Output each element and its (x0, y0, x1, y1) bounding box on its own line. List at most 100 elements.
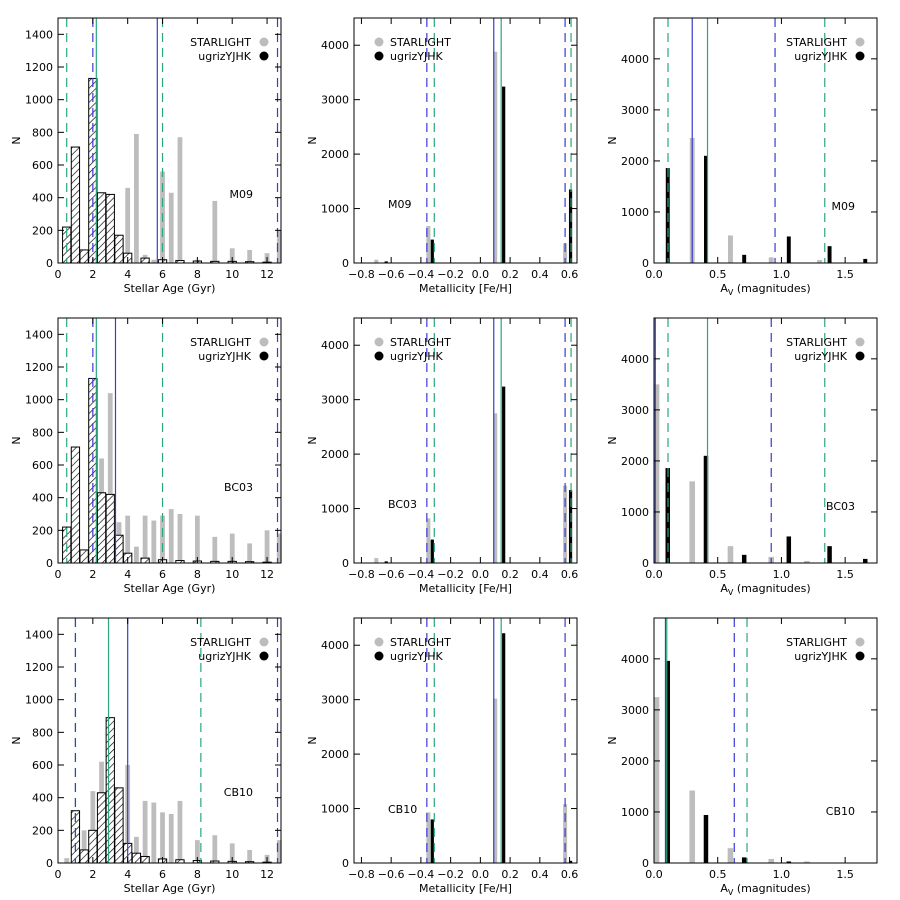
ugrizyjhk-bar (430, 539, 434, 563)
starlight-bar (689, 481, 696, 563)
starlight-bar (276, 840, 282, 863)
y-tick-label: 0 (642, 257, 649, 270)
x-axis-label: Stellar Age (Gyr) (124, 282, 216, 295)
ugrizyjhk-bar (79, 249, 89, 264)
y-tick-label: 4000 (621, 653, 649, 666)
x-tick-label: −0.6 (378, 568, 405, 581)
x-tick-label: 0.6 (561, 268, 579, 281)
starlight-bar (653, 384, 660, 563)
y-tick-label: 600 (32, 459, 53, 472)
ugrizyjhk-bar (114, 234, 124, 264)
x-tick-label: 0.2 (501, 268, 519, 281)
starlight-bar (134, 133, 139, 263)
model-label: BC03 (826, 500, 855, 513)
ugrizyjhk-bar (140, 257, 150, 264)
y-axis-label: N (606, 136, 619, 144)
starlight-bar (168, 509, 174, 563)
model-label: M09 (388, 198, 412, 211)
starlight-bar (229, 533, 235, 563)
ugrizyjhk-bar (703, 455, 709, 563)
y-axis-label: N (10, 136, 23, 144)
y-tick-label: 1000 (321, 203, 349, 216)
legend-marker (374, 351, 384, 361)
starlight-bar (768, 257, 774, 263)
starlight-bar (151, 520, 157, 563)
plot-frame (653, 617, 878, 864)
starlight-bar (727, 848, 734, 863)
x-tick-label: 8 (194, 868, 201, 881)
y-axis-label: N (10, 436, 23, 444)
panel-bc03-extinction: 0.0 0.5 1.0 1.5 0 1000 2000 3000 4000 AV (magnitu… (606, 317, 878, 597)
legend-marker (374, 637, 384, 647)
legend-marker (855, 37, 865, 47)
plot-frame (57, 617, 282, 864)
y-tick-label: 400 (32, 792, 53, 805)
y-tick-label: 1000 (621, 206, 649, 219)
x-tick-label: 1.0 (773, 268, 791, 281)
legend-label: ugrizYJHK (794, 50, 848, 63)
plot-frame (353, 617, 578, 864)
x-tick-label: 0.2 (501, 568, 519, 581)
x-tick-label: 2 (89, 868, 96, 881)
x-axis-label: Metallicity [Fe/H] (419, 882, 512, 895)
ugrizyjhk-bar (704, 155, 708, 263)
starlight-bar (276, 230, 282, 263)
starlight-bar (426, 518, 431, 563)
x-tick-label: −0.2 (437, 268, 464, 281)
x-axis-label: Metallicity [Fe/H] (419, 582, 512, 595)
legend-label: ugrizYJHK (198, 650, 252, 663)
y-tick-label: 1000 (25, 394, 53, 407)
x-tick-label: −0.4 (408, 268, 435, 281)
x-axis-label: Metallicity [Fe/H] (419, 282, 512, 295)
x-axis-label: Stellar Age (Gyr) (124, 882, 216, 895)
starlight-bar (804, 861, 810, 863)
starlight-bar (177, 137, 183, 263)
starlight-bar (194, 515, 200, 563)
x-tick-label: 12 (260, 868, 274, 881)
y-tick-label: 2000 (321, 148, 349, 161)
y-tick-label: 1000 (25, 694, 53, 707)
model-label: M09 (230, 188, 254, 201)
y-tick-label: 3000 (621, 404, 649, 417)
ugrizyjhk-bar (863, 558, 868, 563)
x-tick-label: −0.2 (437, 568, 464, 581)
model-label: BC03 (388, 498, 417, 511)
starlight-bar (247, 249, 253, 263)
starlight-bar (728, 235, 733, 263)
starlight-bar (727, 546, 734, 563)
y-tick-label: 2000 (321, 448, 349, 461)
plot-frame (353, 17, 578, 264)
x-tick-label: 0 (55, 568, 62, 581)
ugrizyjhk-bar (96, 492, 107, 564)
y-tick-label: 1200 (25, 661, 53, 674)
ugrizyjhk-bar (827, 546, 832, 563)
y-tick-label: 1000 (321, 503, 349, 516)
y-tick-label: 1000 (621, 506, 649, 519)
x-axis-label: Stellar Age (Gyr) (124, 582, 216, 595)
panel-m09-extinction: 0.0 0.5 1.0 1.5 0 1000 2000 3000 4000 AV (magnitu… (606, 17, 878, 297)
x-tick-label: 1.5 (836, 868, 854, 881)
legend-label: STARLIGHT (390, 636, 451, 649)
starlight-bar (653, 697, 660, 863)
starlight-bar (247, 543, 253, 563)
legend-label: ugrizYJHK (390, 50, 444, 63)
panel-m09-metallicity: −0.8 −0.6 −0.4 −0.2 0.0 0.2 0.4 0.6 0 1000 2000 300… (306, 17, 579, 295)
legend-marker (855, 51, 865, 61)
starlight-bar (212, 835, 218, 863)
starlight-bar (168, 814, 174, 863)
x-tick-label: 8 (194, 268, 201, 281)
y-axis-label: N (606, 436, 619, 444)
plot-frame (653, 17, 878, 264)
ugrizyjhk-bar (131, 852, 142, 864)
x-tick-label: 6 (159, 868, 166, 881)
ugrizyjhk-bar (741, 554, 747, 563)
x-tick-label: 1.0 (773, 868, 791, 881)
x-tick-label: 4 (124, 868, 131, 881)
y-tick-label: 1400 (25, 628, 53, 641)
y-tick-label: 2000 (621, 155, 649, 168)
x-tick-label: 0.0 (645, 568, 663, 581)
ugrizyjhk-bar (70, 446, 81, 564)
ugrizyjhk-bar (568, 189, 573, 263)
starlight-bar (151, 259, 157, 263)
